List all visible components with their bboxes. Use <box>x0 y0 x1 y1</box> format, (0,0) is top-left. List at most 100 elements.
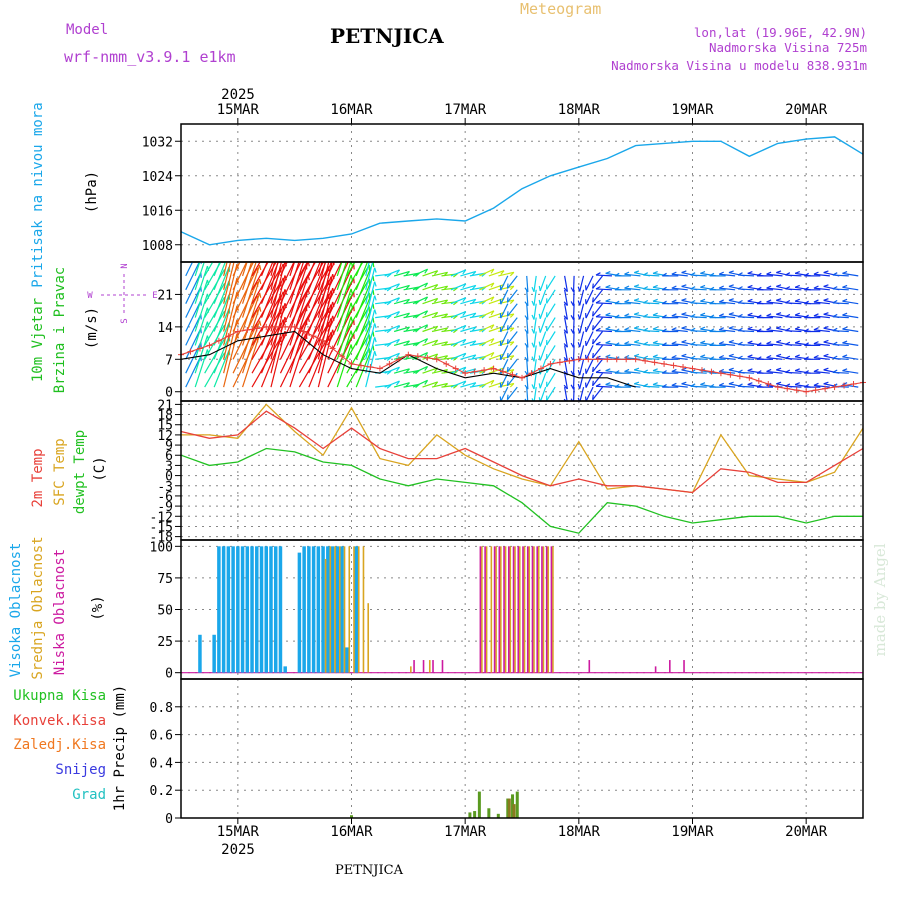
wind-barb <box>595 302 613 305</box>
wind-barb <box>592 331 603 345</box>
wind-barb <box>506 317 518 331</box>
wind-barb-head <box>681 298 687 301</box>
wind-barb <box>592 303 603 317</box>
wind-barb-head <box>681 284 687 288</box>
wind-barb <box>232 281 258 332</box>
temp2m-label: 2m Temp <box>30 448 46 507</box>
wind-barb-head <box>661 286 667 291</box>
wind-barb <box>185 262 200 291</box>
top-date-label: 19MAR <box>671 102 714 118</box>
wind-barb-head <box>747 298 753 302</box>
wind-barb <box>450 338 467 346</box>
wind-barb-head <box>766 285 772 289</box>
wind-barb <box>579 303 585 320</box>
wind-barb-head <box>374 337 377 343</box>
wind-barb <box>539 303 547 319</box>
wind-barb <box>785 302 802 305</box>
wind-barb-head <box>453 301 458 306</box>
cloud-bar <box>413 660 415 673</box>
wind-barb-head <box>671 271 677 275</box>
wind-barb-head <box>471 340 477 346</box>
wind-barb <box>500 275 509 291</box>
cloud-bar <box>324 558 327 673</box>
wind-barb-head <box>350 344 353 350</box>
wind-barb <box>579 317 585 334</box>
wind-barb-head <box>785 341 791 346</box>
wind-barb <box>479 324 495 333</box>
wind-barb <box>223 262 228 277</box>
dewpt-label: dewpt Temp <box>72 430 88 514</box>
precip-bar <box>487 808 491 818</box>
wind-barb-head <box>570 384 575 390</box>
wind-barb-head <box>728 284 734 288</box>
wind-barb-head <box>308 220 309 225</box>
wind-barb-head <box>737 355 743 359</box>
wind-barb <box>506 275 518 289</box>
wind-barb <box>365 262 374 290</box>
wind-barb <box>204 262 222 291</box>
wind-barb-head <box>506 366 509 372</box>
wind-barb-head <box>506 380 509 386</box>
wind-barb <box>832 357 849 360</box>
wind-barb-head <box>756 314 762 319</box>
wind-barb <box>592 275 603 289</box>
cloud-bar <box>297 552 302 673</box>
bottom-date-label: 15MAR <box>217 824 260 840</box>
y-tick-label: 6 <box>165 449 173 464</box>
wind-barb <box>460 312 476 319</box>
wind-barb-head <box>471 312 477 318</box>
wind-barb-head <box>671 354 677 359</box>
wind-barb <box>365 267 376 304</box>
wind-barb <box>671 287 688 291</box>
wind-barb <box>766 357 783 360</box>
wind-barb <box>690 316 707 319</box>
wind-barb-head <box>737 299 743 304</box>
wind-barb-head <box>823 325 829 329</box>
wind-barb-head <box>747 312 753 316</box>
wind-barb <box>832 288 849 291</box>
wind-barb <box>431 299 448 305</box>
precip-bar <box>496 813 500 818</box>
wind-barb <box>260 305 284 360</box>
wind-barb <box>813 301 830 305</box>
cloud-bar <box>517 546 520 673</box>
wind-barb-head <box>842 298 848 302</box>
wind-barb-head <box>709 286 715 291</box>
cloud-bar <box>504 546 507 673</box>
wind-barb-head <box>577 397 580 401</box>
wind-barb <box>393 326 410 333</box>
wind-barb-head <box>605 270 611 274</box>
wind-barb <box>479 296 495 305</box>
wind-barb-head <box>718 368 724 373</box>
wind-barb-head <box>372 275 375 282</box>
cloud-bar <box>338 546 341 673</box>
wind-barb-head <box>747 354 753 358</box>
wind-barb-head <box>207 252 208 257</box>
wind-barb <box>279 262 288 277</box>
cloud-bar <box>264 546 268 673</box>
wind-barb-head <box>531 286 535 292</box>
wind-barb-head <box>614 384 620 388</box>
wind-barb-head <box>453 329 458 334</box>
wind-barb <box>533 359 537 376</box>
wind-barb-head <box>756 286 762 291</box>
wind-barb <box>355 262 363 277</box>
wind-barb <box>643 316 660 319</box>
wind-barb-head <box>643 313 649 318</box>
wind-barb <box>488 381 505 388</box>
wind-barb-head <box>538 285 541 292</box>
wind-barb-head <box>842 270 848 274</box>
wind-barb <box>498 271 515 277</box>
cloud-bar <box>531 546 534 673</box>
wind-barb-head <box>624 341 630 345</box>
wind-barb <box>506 331 518 345</box>
wind-barb <box>460 326 476 333</box>
cloud-bar <box>354 546 358 673</box>
wind-barb <box>813 370 830 374</box>
cloud-bar <box>362 546 365 673</box>
wind-barb <box>500 386 509 401</box>
precip-bar <box>515 791 519 818</box>
wind-barb <box>412 365 428 374</box>
cloud-bar <box>541 546 543 673</box>
y-tick-label: 0 <box>165 667 173 682</box>
